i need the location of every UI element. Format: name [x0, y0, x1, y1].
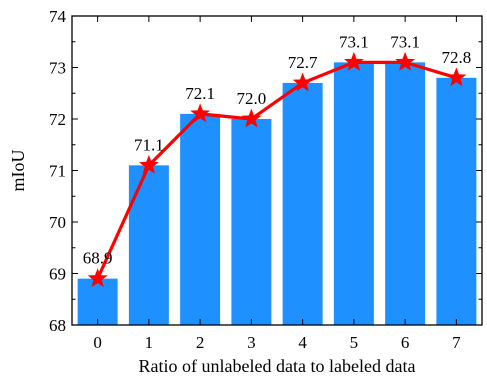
bar-3 [231, 119, 272, 325]
y-tick-label: 73 [49, 59, 66, 78]
bar-0 [77, 278, 118, 325]
data-label-1: 71.1 [134, 135, 164, 154]
data-label-3: 72.0 [237, 89, 267, 108]
bar-1 [128, 165, 169, 325]
bar-4 [282, 82, 323, 325]
y-tick-label: 71 [49, 162, 66, 181]
data-labels: 68.9 71.1 72.1 72.0 72.7 73.1 73.1 72.8 [83, 32, 472, 267]
line-series-path [96, 60, 457, 280]
axes: 68 69 70 71 72 73 74 0 1 2 3 4 5 6 7 [49, 7, 483, 352]
y-tick-label: 69 [49, 265, 66, 284]
x-tick-label: 1 [145, 333, 154, 352]
data-label-4: 72.7 [288, 53, 318, 72]
y-tick-label: 68 [49, 316, 66, 335]
data-label-2: 72.1 [185, 84, 215, 103]
star-marker-4 [292, 72, 313, 92]
y-tick-label: 72 [49, 110, 66, 129]
data-label-7: 72.8 [442, 48, 472, 67]
y-axis-title: mIoU [8, 150, 28, 192]
data-label-0: 68.9 [83, 249, 113, 268]
x-tick-label: 3 [247, 333, 256, 352]
star-marker-3 [241, 108, 262, 128]
x-tick-label: 4 [298, 333, 307, 352]
bar-2 [180, 113, 221, 325]
x-axis-title: Ratio of unlabeled data to labeled data [139, 356, 416, 376]
data-label-6: 73.1 [390, 32, 420, 51]
line-series [87, 51, 467, 288]
bar-5 [333, 62, 374, 325]
x-tick-label: 2 [196, 333, 205, 352]
star-marker-1 [138, 154, 159, 174]
y-tick-label: 70 [49, 213, 66, 232]
star-marker-2 [190, 103, 211, 123]
x-tick-label: 6 [401, 333, 410, 352]
y-tick-label: 74 [49, 7, 67, 26]
data-label-5: 73.1 [339, 32, 369, 51]
x-tick-label: 5 [350, 333, 359, 352]
x-tick-label: 0 [93, 333, 102, 352]
bar-6 [385, 62, 426, 325]
star-marker-7 [446, 67, 467, 87]
star-marker-0 [87, 268, 108, 288]
bar-7 [436, 77, 477, 325]
star-marker-5 [343, 51, 364, 71]
star-marker-6 [395, 51, 416, 71]
x-tick-label: 7 [452, 333, 461, 352]
bars [77, 62, 477, 325]
